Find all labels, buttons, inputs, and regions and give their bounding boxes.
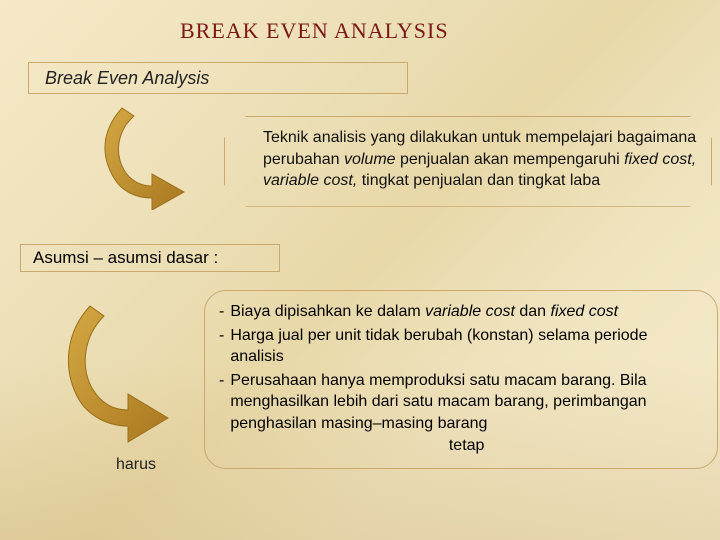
page-title: BREAK EVEN ANALYSIS (180, 18, 449, 44)
asumsi-label-box: Asumsi – asumsi dasar : (20, 244, 280, 272)
curved-arrow-top (92, 100, 222, 210)
curved-arrow-bottom (54, 296, 204, 446)
list-item: - Biaya dipisahkan ke dalam variable cos… (219, 301, 703, 323)
list-item: - Harga jual per unit tidak berubah (kon… (219, 325, 703, 368)
subtitle-text: Break Even Analysis (45, 68, 209, 89)
definition-text: Teknik analisis yang dilakukan untuk mem… (263, 129, 696, 189)
list-item: - Perusahaan hanya memproduksi satu maca… (219, 370, 703, 456)
harus-label: harus (116, 456, 156, 474)
asumsi-label: Asumsi – asumsi dasar : (33, 248, 218, 268)
assumptions-list-box: - Biaya dipisahkan ke dalam variable cos… (204, 290, 718, 469)
subtitle-box: Break Even Analysis (28, 62, 408, 94)
definition-box: Teknik analisis yang dilakukan untuk mem… (224, 116, 712, 207)
